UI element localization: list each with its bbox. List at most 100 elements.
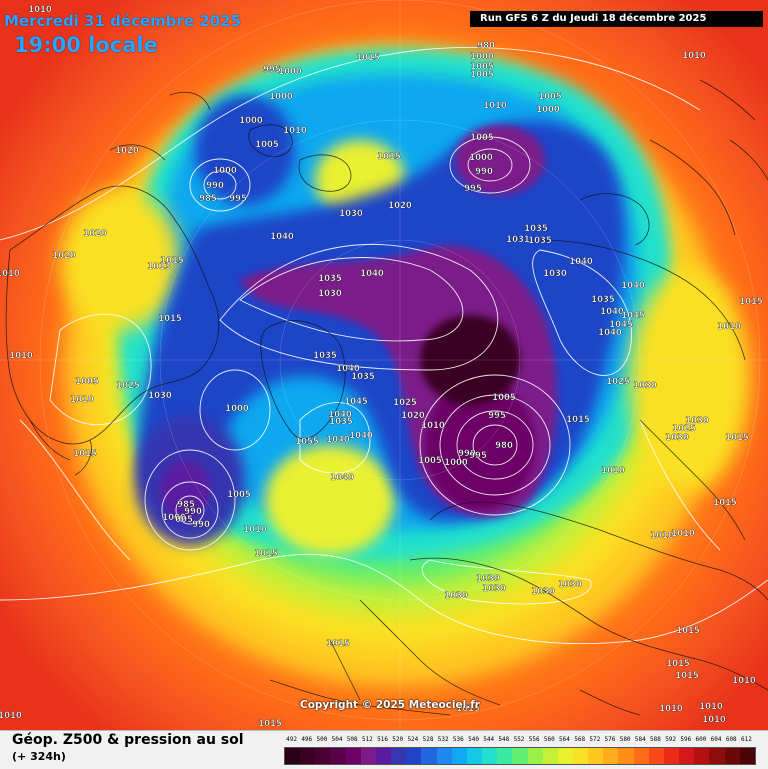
pressure-label: 005 — [175, 515, 193, 525]
pressure-label: 1040 — [270, 232, 294, 242]
isobars — [0, 47, 768, 645]
pressure-label: 1030 — [685, 416, 709, 426]
pressure-label: 1015 — [158, 314, 182, 324]
pressure-label: 995 — [488, 411, 506, 421]
pressure-label: 1005 — [538, 92, 562, 102]
color-scale-tick-label: 556 — [528, 736, 540, 743]
pressure-label: 1015 — [566, 415, 590, 425]
color-scale-swatch — [482, 748, 498, 764]
pressure-label: 1015 — [254, 549, 278, 559]
color-scale-tick-label: 520 — [392, 736, 404, 743]
pressure-label: 1015 — [258, 719, 282, 729]
color-scale-swatch — [557, 748, 573, 764]
color-scale-swatch — [300, 748, 316, 764]
pressure-label: 1000 — [470, 52, 494, 62]
pressure-label: 1020 — [115, 146, 139, 156]
pressure-label: 990 — [475, 167, 493, 177]
pressure-label: 1030 — [339, 209, 363, 219]
pressure-label: 1020 — [83, 229, 107, 239]
pressure-label: 1010 — [601, 466, 625, 476]
color-scale-swatch — [527, 748, 543, 764]
color-scale-tick-label: 584 — [634, 736, 646, 743]
color-scale-swatch — [709, 748, 725, 764]
pressure-label: 1030 — [543, 269, 567, 279]
pressure-label: 990 — [184, 507, 202, 517]
pressure-label: 1010 — [70, 395, 94, 405]
pressure-label: 1035 — [329, 417, 353, 427]
color-scale-swatch — [739, 748, 755, 764]
pressure-label: 1015 — [73, 449, 97, 459]
color-scale-tick-label: 608 — [725, 736, 737, 743]
pressure-label: 1000 — [239, 116, 263, 126]
pressure-label: 1005 — [470, 70, 494, 80]
color-scale-swatch — [360, 748, 376, 764]
pressure-label: 1031 — [506, 235, 530, 245]
pressure-label: 1005 — [255, 140, 279, 150]
color-scale-tick-label: 528 — [422, 736, 434, 743]
pressure-label: 1010 — [702, 715, 726, 725]
color-scale-swatch — [633, 748, 649, 764]
color-scale-tick-label: 500 — [316, 736, 328, 743]
pressure-label: 1005 — [227, 490, 251, 500]
pressure-label: 990 — [458, 449, 476, 459]
color-scale-swatch — [451, 748, 467, 764]
pressure-label: 1040 — [349, 431, 373, 441]
color-scale-swatch — [588, 748, 604, 764]
pressure-label: 1015 — [160, 256, 184, 266]
coastlines — [5, 79, 768, 716]
color-scale-swatch — [497, 748, 513, 764]
pressure-label: 985 — [177, 500, 195, 510]
pressure-label: 1005 — [470, 133, 494, 143]
pressure-label: 1025 — [393, 398, 417, 408]
color-scale-tick-label: 512 — [361, 736, 373, 743]
pressure-label: 1010 — [659, 704, 683, 714]
color-scale-swatch — [406, 748, 422, 764]
pressure-label: 1030 — [531, 587, 555, 597]
pressure-label: 980 — [477, 41, 495, 51]
color-scale-tick-label: 600 — [695, 736, 707, 743]
pressure-label: 1040 — [569, 257, 593, 267]
pressure-label: 1000 — [225, 404, 249, 414]
color-scale-tick-label: 532 — [437, 736, 449, 743]
pressure-label: 1000 — [444, 458, 468, 468]
color-scale-swatch — [285, 748, 301, 764]
pressure-label: 1040 — [330, 473, 354, 483]
color-scale-bar — [284, 747, 756, 765]
pressure-label: 1010 — [0, 269, 20, 279]
color-scale-tick-label: 508 — [346, 736, 358, 743]
pressure-label: 995 — [229, 194, 247, 204]
pressure-label: 1045 — [621, 311, 645, 321]
pressure-label: 1000 — [536, 105, 560, 115]
pressure-label: 1035 — [528, 236, 552, 246]
pressure-label: 1010 — [283, 126, 307, 136]
pressure-label: 1045 — [344, 397, 368, 407]
pressure-label: 1015 — [725, 433, 749, 443]
pressure-label: 1005 — [470, 62, 494, 72]
pressure-label: 1005 — [75, 377, 99, 387]
pressure-label: 1045 — [609, 320, 633, 330]
pressure-label: 1030 — [444, 591, 468, 601]
pressure-label: 995 — [464, 184, 482, 194]
pressure-label: 1025 — [606, 377, 630, 387]
color-scale-swatch — [345, 748, 361, 764]
pressure-label: 1055 — [295, 437, 319, 447]
pressure-label: 1040 — [328, 410, 352, 420]
pressure-label: 1040 — [336, 364, 360, 374]
color-scale-swatch — [421, 748, 437, 764]
pressure-label: 1015 — [666, 659, 690, 669]
color-scale-tick-label: 568 — [574, 736, 586, 743]
color-scale-swatch — [724, 748, 740, 764]
color-scale-swatch — [648, 748, 664, 764]
pressure-label: 980 — [495, 441, 513, 451]
pressure-label: 1030 — [482, 584, 506, 594]
pressure-label: 1025 — [672, 424, 696, 434]
pressure-label: 1015 — [676, 626, 700, 636]
pressure-label: 1035 — [313, 351, 337, 361]
forecast-date: Mercredi 31 décembre 2025 — [4, 12, 242, 30]
pressure-label: 1010 — [671, 529, 695, 539]
pressure-label: 1030 — [558, 580, 582, 590]
color-scale-tick-label: 536 — [452, 736, 464, 743]
pressure-label: 1030 — [633, 381, 657, 391]
color-scale-tick-label: 548 — [498, 736, 510, 743]
